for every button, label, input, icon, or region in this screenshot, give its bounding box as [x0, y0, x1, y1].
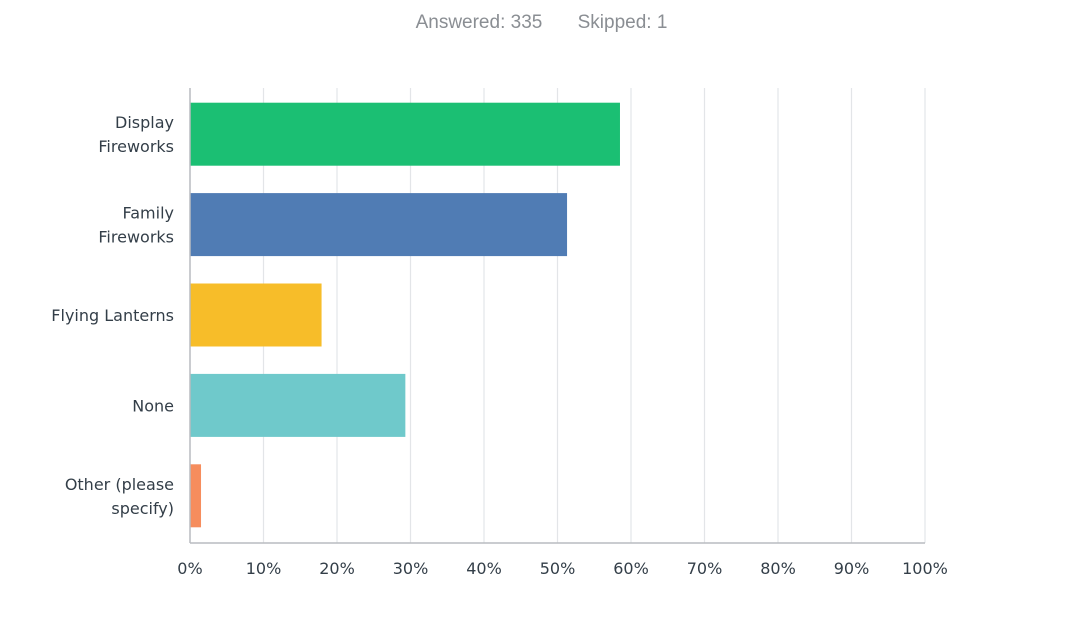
- category-label: Display Fireworks: [98, 113, 174, 156]
- response-summary: Answered: 335 Skipped: 1: [0, 12, 1083, 34]
- x-tick-label: 50%: [540, 559, 576, 578]
- bar: [190, 464, 202, 528]
- bar: [190, 102, 620, 166]
- bar: [190, 283, 322, 347]
- category-label: None: [132, 396, 174, 415]
- category-label-line: Flying Lanterns: [51, 306, 174, 325]
- bar: [190, 373, 406, 437]
- x-tick-label: 80%: [760, 559, 796, 578]
- x-tick-label: 100%: [902, 559, 948, 578]
- x-tick-label: 10%: [246, 559, 282, 578]
- answered-count: Answered: 335: [415, 12, 543, 33]
- category-label: Flying Lanterns: [51, 306, 174, 325]
- category-label: Family Fireworks: [98, 204, 174, 247]
- x-tick-labels: 0% 10% 20% 30% 40% 50% 60% 70% 80% 90% 100%: [177, 559, 948, 578]
- x-tick-label: 0%: [177, 559, 202, 578]
- category-label-line: None: [132, 396, 174, 415]
- skipped-count: Skipped: 1: [577, 12, 668, 33]
- x-tick-label: 70%: [687, 559, 723, 578]
- bars: [190, 102, 620, 528]
- category-label-line: specify): [111, 499, 174, 518]
- bar: [190, 193, 568, 257]
- category-label-line: Other (please: [65, 475, 174, 494]
- x-tick-label: 30%: [393, 559, 429, 578]
- x-tick-label: 40%: [466, 559, 502, 578]
- category-label-line: Fireworks: [98, 137, 174, 156]
- category-label: Other (please specify): [65, 475, 174, 518]
- x-tick-label: 90%: [834, 559, 870, 578]
- x-tick-label: 60%: [613, 559, 649, 578]
- x-tick-label: 20%: [319, 559, 355, 578]
- category-label-line: Display: [115, 113, 174, 132]
- category-label-line: Fireworks: [98, 228, 174, 247]
- category-label-line: Family: [123, 204, 174, 223]
- category-labels: Display Fireworks Family Fireworks Flying La…: [51, 113, 174, 518]
